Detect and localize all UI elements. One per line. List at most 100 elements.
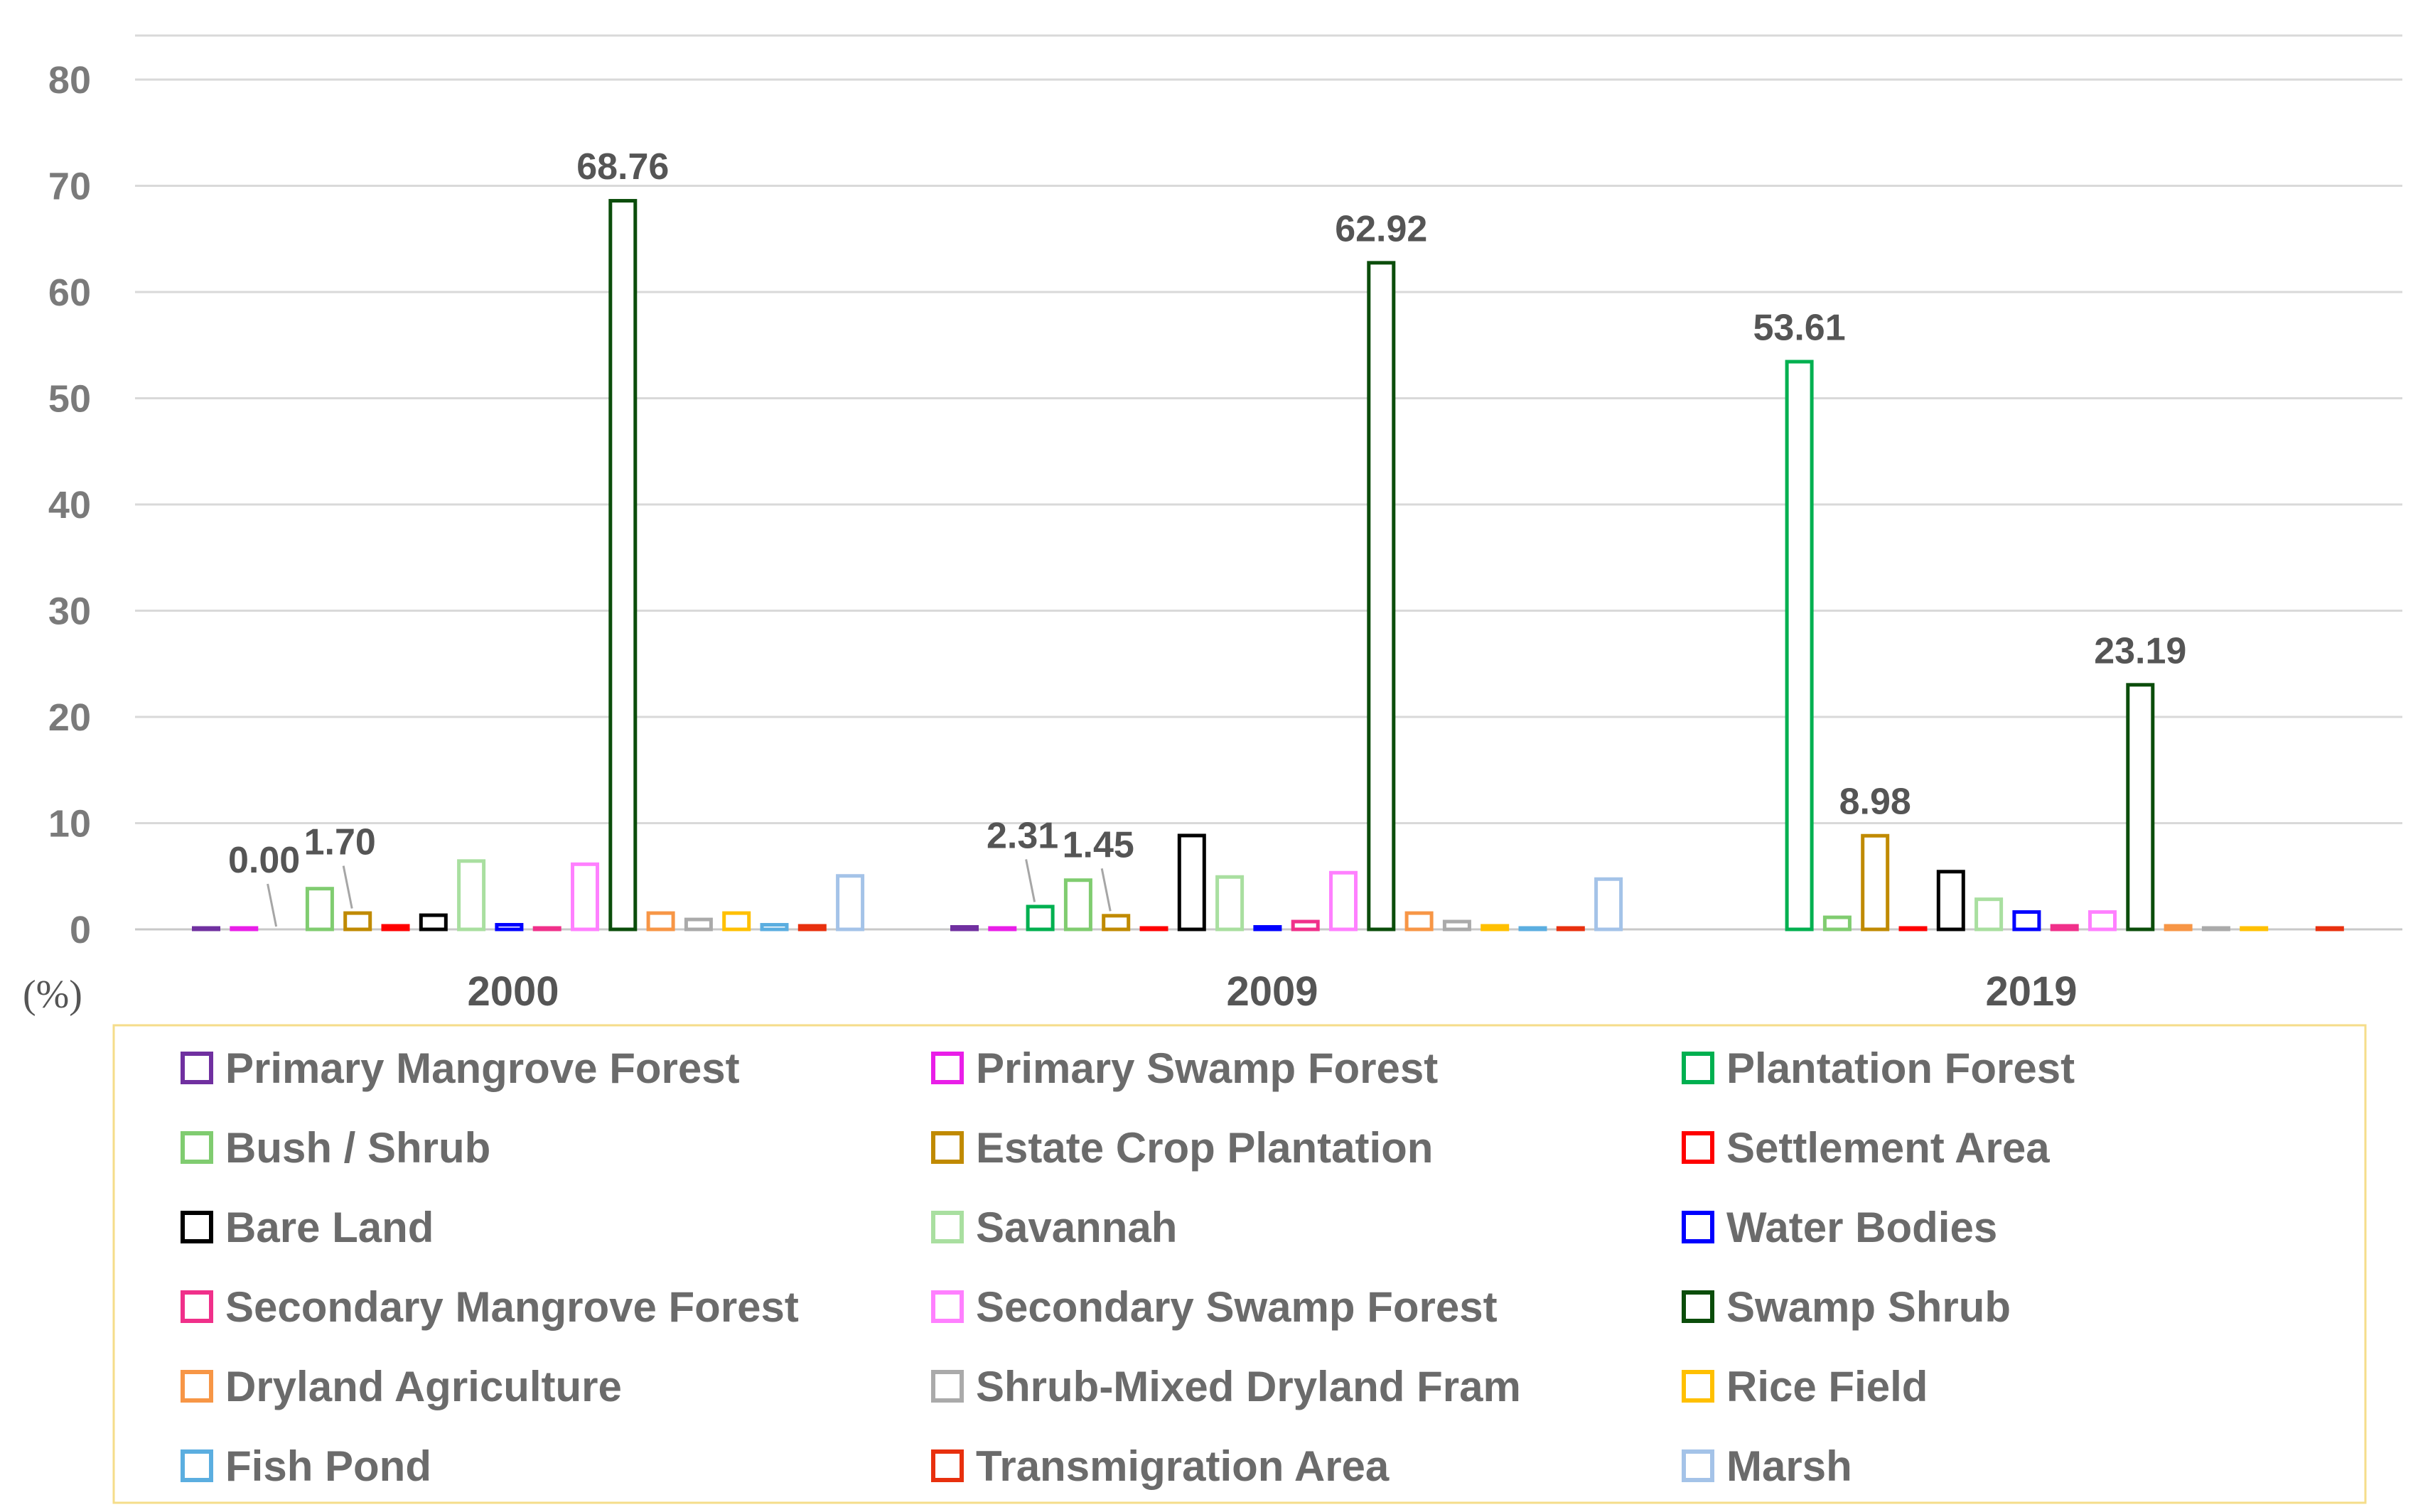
legend-swatch	[181, 1290, 213, 1323]
legend-label: Water Bodies	[1726, 1204, 1997, 1251]
legend-label: Plantation Forest	[1726, 1044, 2075, 1092]
bars	[192, 199, 2344, 932]
bar-2019-shrub-mixed-dryland-fram	[2201, 926, 2230, 932]
bar-2009-shrub-mixed-dryland-fram	[1442, 919, 1471, 932]
data-label: 1.45	[1063, 824, 1134, 865]
bar-2019-settlement-area	[1898, 926, 1928, 932]
y-tick-label: 30	[48, 590, 91, 633]
data-label-leader	[342, 865, 353, 909]
bar-2000-swamp-shrub	[608, 199, 638, 932]
y-axis-ticks: 0 10 20 30 40 50 60 70 80	[48, 59, 91, 951]
bar-2009-swamp-shrub	[1367, 261, 1396, 932]
x-category-label: 2019	[1985, 968, 2077, 1015]
bar-2000-dryland-agriculture	[646, 911, 675, 932]
data-label: 8.98	[1839, 782, 1911, 823]
legend-swatch	[1682, 1290, 1714, 1323]
legend-box	[112, 1024, 2367, 1504]
bar-2000-secondary-mangrove-forest	[532, 926, 561, 932]
data-label: 1.70	[304, 822, 376, 863]
legend-swatch	[181, 1370, 213, 1403]
legend-label: Transmigration Area	[976, 1442, 1390, 1490]
legend-label: Rice Field	[1726, 1363, 1928, 1410]
bar-2019-rice-field	[2240, 926, 2269, 932]
legend-swatch	[931, 1449, 964, 1482]
bar-2019-swamp-shrub	[2126, 683, 2155, 932]
legend-label: Primary Swamp Forest	[976, 1044, 1438, 1092]
bar-2000-savannah	[457, 859, 486, 932]
bar-2009-secondary-swamp-forest	[1329, 870, 1358, 932]
bar-2000-primary-swamp-forest	[230, 926, 259, 932]
legend-swatch	[931, 1052, 964, 1084]
data-label-leader	[1025, 859, 1036, 902]
bar-2009-marsh	[1594, 877, 1623, 932]
x-axis-categories: 2000 2009 2019	[467, 968, 2077, 1015]
legend-swatch	[931, 1290, 964, 1323]
legend-label: Bush / Shrub	[225, 1124, 490, 1172]
bar-2009-water-bodies	[1253, 925, 1282, 932]
data-label: 53.61	[1753, 308, 1846, 349]
legend-label: Secondary Swamp Forest	[976, 1283, 1498, 1331]
bar-2000-secondary-swamp-forest	[571, 862, 599, 932]
bar-2000-bush-shrub	[305, 887, 334, 932]
legend-swatch	[181, 1131, 213, 1164]
bar-2000-estate-crop-plantation	[343, 911, 372, 932]
y-axis-unit-label: (%)	[23, 973, 82, 1017]
legend-label: Shrub-Mixed Dryland Fram	[976, 1363, 1521, 1410]
bar-2009-dryland-agriculture	[1404, 911, 1434, 932]
data-label: 23.19	[2094, 630, 2186, 671]
bar-2019-water-bodies	[2012, 910, 2041, 932]
bar-2009-fish-pond	[1518, 926, 1547, 932]
legend: Primary Mangrove Forest Primary Swamp For…	[112, 1024, 2367, 1504]
bar-2000-marsh	[836, 874, 865, 932]
bar-2009-settlement-area	[1139, 926, 1168, 932]
legend-label: Bare Land	[225, 1204, 434, 1251]
y-tick-label: 70	[48, 166, 91, 208]
bar-2009-primary-mangrove-forest	[950, 925, 979, 932]
legend-label: Dryland Agriculture	[225, 1363, 622, 1410]
legend-swatch	[1682, 1131, 1714, 1164]
bar-2000-bare-land	[419, 913, 448, 932]
bar-2009-rice-field	[1481, 924, 1510, 932]
bar-2019-secondary-swamp-forest	[2088, 910, 2117, 932]
data-label: 62.92	[1335, 208, 1427, 249]
bar-2000-fish-pond	[760, 923, 789, 932]
y-tick-label: 20	[48, 696, 91, 739]
y-tick-label: 80	[48, 59, 91, 102]
bar-2000-rice-field	[722, 911, 751, 932]
bar-2019-secondary-mangrove-forest	[2050, 924, 2079, 932]
data-label: 0.00	[228, 840, 300, 881]
bar-2000-water-bodies	[495, 923, 524, 932]
legend-swatch	[931, 1211, 964, 1243]
legend-swatch	[181, 1052, 213, 1084]
legend-label: Settlement Area	[1726, 1124, 2050, 1172]
legend-label: Fish Pond	[225, 1442, 431, 1490]
data-label: 2.31	[987, 815, 1058, 856]
bar-2019-dryland-agriculture	[2164, 924, 2193, 932]
bar-2019-transmigration-area	[2315, 926, 2344, 932]
legend-swatch	[1682, 1211, 1714, 1243]
legend-swatch	[1682, 1370, 1714, 1403]
x-category-label: 2000	[467, 968, 559, 1015]
x-category-label: 2009	[1226, 968, 1318, 1015]
bar-2009-primary-swamp-forest	[988, 926, 1017, 932]
legend-label: Primary Mangrove Forest	[225, 1044, 740, 1092]
bar-2019-savannah	[1974, 897, 2004, 932]
legend-label: Secondary Mangrove Forest	[225, 1283, 799, 1331]
bar-2009-savannah	[1215, 875, 1245, 932]
gridlines	[135, 34, 2402, 931]
legend-label: Marsh	[1726, 1442, 1852, 1490]
legend-swatch	[931, 1131, 964, 1164]
y-tick-label: 0	[70, 909, 91, 951]
bar-2019-bush-shrub	[1822, 915, 1852, 932]
legend-swatch	[181, 1211, 213, 1243]
bar-2009-estate-crop-plantation	[1102, 914, 1131, 932]
data-label-leader	[1100, 868, 1112, 912]
bar-2000-shrub-mixed-dryland-fram	[684, 917, 713, 932]
bar-2009-secondary-mangrove-forest	[1291, 919, 1320, 932]
bar-2009-transmigration-area	[1556, 926, 1585, 932]
legend-label: Estate Crop Plantation	[976, 1124, 1433, 1172]
y-tick-label: 50	[48, 378, 91, 421]
legend-swatch	[1682, 1449, 1714, 1482]
bar-2019-estate-crop-plantation	[1861, 833, 1890, 932]
